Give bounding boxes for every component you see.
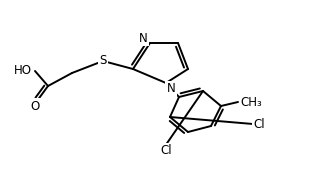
Text: Cl: Cl <box>253 117 265 130</box>
Text: CH₃: CH₃ <box>240 96 262 109</box>
Text: N: N <box>167 82 175 96</box>
Text: N: N <box>139 31 147 45</box>
Text: S: S <box>99 54 107 68</box>
Text: O: O <box>30 100 40 113</box>
Text: Cl: Cl <box>160 144 172 157</box>
Text: HO: HO <box>14 65 32 77</box>
